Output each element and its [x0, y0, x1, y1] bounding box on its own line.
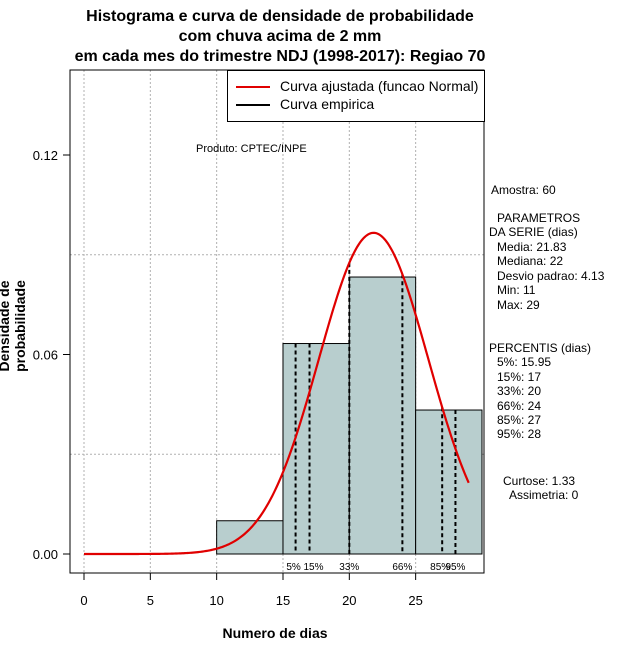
percentile-label: 85% — [430, 562, 450, 573]
legend-swatch-red — [236, 86, 270, 88]
stat-max: Max: 29 — [497, 298, 540, 312]
product-note: Produto: CPTEC/INPE — [196, 143, 307, 155]
percentil-66: 66%: 24 — [497, 399, 542, 413]
y-axis-label: Densidade de probabilidade — [0, 280, 28, 372]
stat-curtose: Curtose: 1.33 — [503, 474, 576, 488]
percentis-title: PERCENTIS (dias) — [489, 341, 592, 355]
y-tick-label: 0.06 — [33, 348, 58, 363]
x-tick-label: 20 — [342, 593, 356, 608]
stat-media: Media: 21.83 — [497, 240, 567, 254]
x-tick-label: 25 — [408, 593, 422, 608]
percentil-15: 15%: 17 — [497, 370, 542, 384]
x-tick-label: 10 — [209, 593, 223, 608]
percentil-95: 95%: 28 — [497, 427, 542, 441]
legend-label-empirical: Curva empirica — [280, 96, 375, 112]
chart-title-line2: com chuva acima de 2 mm — [178, 28, 382, 45]
chart-title-line3: em cada mes do trimestre NDJ (1998-2017)… — [74, 48, 486, 65]
stat-amostra: Amostra: 60 — [491, 183, 556, 197]
percentile-label: 95% — [445, 562, 465, 573]
chart-title-line1: Histograma e curva de densidade de proba… — [86, 8, 474, 25]
x-axis-label: Numero de dias — [222, 625, 328, 641]
params-title-2: DA SERIE (dias) — [489, 225, 578, 239]
histogram-bar — [348, 276, 417, 555]
y-tick-label: 0.00 — [33, 547, 58, 562]
histogram-bar — [282, 343, 350, 555]
stat-mediana: Mediana: 22 — [497, 254, 564, 268]
stat-desvio: Desvio padrao: 4.13 — [497, 269, 605, 283]
x-tick-label: 5 — [147, 593, 154, 608]
y-tick-label: 0.12 — [33, 148, 58, 163]
params-title-1: PARAMETROS — [497, 211, 581, 225]
stat-assimetria: Assimetria: 0 — [509, 488, 579, 502]
legend-label-normal: Curva ajustada (funcao Normal) — [280, 78, 479, 94]
percentil-33: 33%: 20 — [497, 384, 542, 398]
stat-min: Min: 11 — [497, 283, 536, 297]
histogram-bar — [216, 520, 284, 555]
percentile-label: 15% — [304, 562, 324, 573]
percentile-label: 33% — [339, 562, 359, 573]
percentil-85: 85%: 27 — [497, 413, 542, 427]
x-tick-label: 0 — [80, 593, 87, 608]
legend-swatch-black — [236, 104, 270, 106]
x-tick-label: 15 — [276, 593, 290, 608]
percentil-5: 5%: 15.95 — [497, 355, 552, 369]
normal-curve-line — [84, 231, 470, 556]
percentile-label: 5% — [286, 562, 301, 573]
percentile-label: 66% — [392, 562, 412, 573]
histogram-bar — [415, 409, 483, 555]
legend: Curva ajustada (funcao Normal) Curva emp… — [227, 70, 485, 122]
